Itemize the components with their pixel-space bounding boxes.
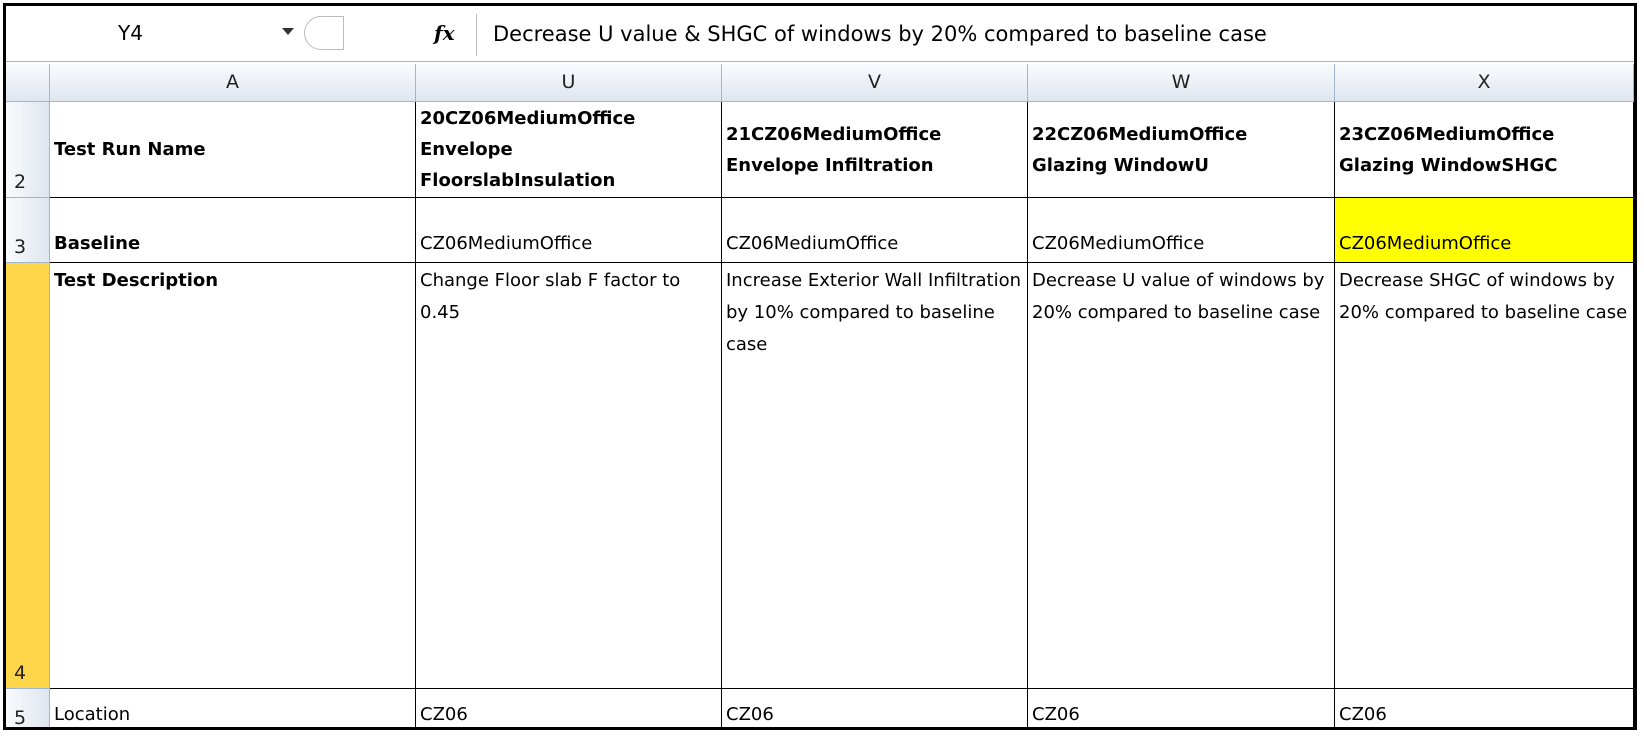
cell[interactable]: CZ06 xyxy=(1335,689,1634,727)
formula-input[interactable]: Decrease U value & SHGC of windows by 20… xyxy=(476,14,1634,56)
column-header[interactable]: X xyxy=(1335,64,1634,102)
cell[interactable]: CZ06 xyxy=(1028,689,1335,727)
cell[interactable]: CZ06MediumOffice xyxy=(1028,198,1335,263)
formula-bar: Y4 fx Decrease U value & SHGC of windows… xyxy=(6,6,1634,62)
cell[interactable]: 20CZ06MediumOffice Envelope FloorslabIns… xyxy=(416,102,722,198)
cell[interactable]: 21CZ06MediumOffice Envelope Infiltration xyxy=(722,102,1028,198)
name-box-dropdown[interactable] xyxy=(282,28,294,35)
select-all[interactable] xyxy=(6,64,50,102)
cell[interactable]: Decrease SHGC of windows by 20% compared… xyxy=(1335,263,1634,689)
spreadsheet: Y4 fx Decrease U value & SHGC of windows… xyxy=(3,3,1637,730)
insert-function-button[interactable]: fx xyxy=(434,21,455,45)
row-header[interactable]: 5 xyxy=(6,689,50,727)
column-header[interactable]: U xyxy=(416,64,722,102)
cell[interactable]: 22CZ06MediumOffice Glazing WindowU xyxy=(1028,102,1335,198)
row-header[interactable]: 3 xyxy=(6,198,50,263)
cell[interactable]: CZ06MediumOffice xyxy=(1335,198,1634,263)
cell[interactable]: CZ06MediumOffice xyxy=(416,198,722,263)
cell[interactable]: 23CZ06MediumOffice Glazing WindowSHGC xyxy=(1335,102,1634,198)
column-header[interactable]: W xyxy=(1028,64,1335,102)
cell[interactable]: Increase Exterior Wall Infiltration by 1… xyxy=(722,263,1028,689)
cell[interactable]: CZ06 xyxy=(722,689,1028,727)
name-box[interactable]: Y4 xyxy=(118,21,143,45)
column-header[interactable]: V xyxy=(722,64,1028,102)
row-header[interactable]: 2 xyxy=(6,102,50,198)
column-header[interactable]: A xyxy=(50,64,416,102)
cell[interactable]: Baseline xyxy=(50,198,416,263)
row-header[interactable]: 4 xyxy=(6,263,50,689)
cell[interactable]: Test Run Name xyxy=(50,102,416,198)
cell[interactable]: Test Description xyxy=(50,263,416,689)
cell[interactable]: Change Floor slab F factor to 0.45 xyxy=(416,263,722,689)
cell[interactable]: Location xyxy=(50,689,416,727)
cell[interactable]: CZ06MediumOffice xyxy=(722,198,1028,263)
formula-bar-separator xyxy=(304,16,344,50)
cell[interactable]: Decrease U value of windows by 20% compa… xyxy=(1028,263,1335,689)
cell-grid: A U V W X 2 Test Run Name 20CZ06MediumOffice En… xyxy=(6,64,1634,727)
cell[interactable]: CZ06 xyxy=(416,689,722,727)
